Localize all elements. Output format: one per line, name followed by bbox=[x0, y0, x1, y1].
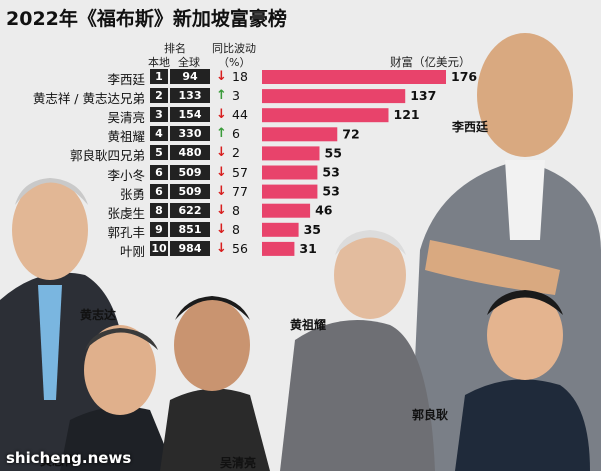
bar-value-label: 53 bbox=[322, 184, 339, 199]
bar-value-label: 53 bbox=[322, 165, 339, 180]
row-name: 郭良耿四兄弟 bbox=[69, 148, 145, 164]
up-arrow-icon: ↑ bbox=[216, 126, 227, 142]
down-arrow-icon: ↓ bbox=[216, 240, 227, 256]
portrait-guo-lianggeng bbox=[455, 290, 590, 471]
local-rank: 8 bbox=[150, 202, 168, 218]
row-name: 郭孔丰 bbox=[107, 224, 145, 240]
bar bbox=[262, 184, 318, 199]
bar-value-label: 55 bbox=[325, 145, 342, 160]
row-name: 李小冬 bbox=[107, 167, 145, 183]
global-rank: 509 bbox=[170, 183, 210, 199]
photo-label-huang-zhida: 黄志达 bbox=[80, 308, 117, 322]
change-pct: 77 bbox=[232, 183, 248, 199]
local-rank: 9 bbox=[150, 221, 168, 237]
down-arrow-icon: ↓ bbox=[216, 202, 227, 218]
down-arrow-icon: ↓ bbox=[216, 183, 227, 199]
bar-value-label: 31 bbox=[299, 241, 316, 256]
change-pct: 8 bbox=[232, 221, 240, 237]
bar bbox=[262, 89, 406, 104]
change-pct: 3 bbox=[232, 88, 240, 104]
global-rank: 622 bbox=[170, 202, 210, 218]
global-rank: 851 bbox=[170, 221, 210, 237]
global-rank: 330 bbox=[170, 126, 210, 142]
row-name: 叶刚 bbox=[119, 243, 145, 259]
bar bbox=[262, 222, 299, 237]
change-pct: 56 bbox=[232, 240, 248, 256]
global-rank: 984 bbox=[170, 240, 210, 256]
local-rank: 4 bbox=[150, 126, 168, 142]
bar bbox=[262, 70, 446, 84]
bar bbox=[262, 203, 311, 218]
global-rank: 94 bbox=[170, 69, 210, 84]
global-rank: 133 bbox=[170, 88, 210, 104]
local-rank: 10 bbox=[150, 240, 168, 256]
row-name: 吴清亮 bbox=[107, 110, 145, 126]
photo-label-huang-zhixiang: 黄志祥 bbox=[40, 454, 77, 468]
local-rank: 1 bbox=[150, 69, 168, 84]
header-wealth: 财富（亿美元） bbox=[390, 55, 471, 69]
photo-label-li-xiting: 李西廷 bbox=[452, 120, 489, 134]
up-arrow-icon: ↑ bbox=[216, 88, 227, 104]
bar-value-label: 35 bbox=[304, 222, 321, 237]
down-arrow-icon: ↓ bbox=[216, 69, 227, 84]
down-arrow-icon: ↓ bbox=[216, 221, 227, 237]
change-pct: 57 bbox=[232, 164, 248, 180]
bar bbox=[262, 146, 320, 161]
change-pct: 44 bbox=[232, 107, 248, 123]
global-rank: 509 bbox=[170, 164, 210, 180]
header-change: 同比波动 bbox=[212, 42, 256, 55]
down-arrow-icon: ↓ bbox=[216, 145, 227, 161]
portrait-huang-zhixiang bbox=[60, 325, 175, 471]
change-pct: 2 bbox=[232, 145, 240, 161]
bar-value-label: 176 bbox=[451, 69, 477, 84]
change-pct: 6 bbox=[232, 126, 240, 142]
bar bbox=[262, 127, 338, 142]
bar-value-label: 46 bbox=[315, 203, 333, 218]
change-pct: 8 bbox=[232, 202, 240, 218]
row-name: 张虔生 bbox=[107, 205, 145, 221]
bar-value-label: 72 bbox=[342, 126, 359, 141]
local-rank: 2 bbox=[150, 88, 168, 104]
bar-value-label: 121 bbox=[394, 107, 420, 122]
watermark: shicheng.news bbox=[6, 449, 132, 467]
down-arrow-icon: ↓ bbox=[216, 164, 227, 180]
change-pct: 18 bbox=[232, 69, 248, 84]
header-local: 本地 bbox=[148, 56, 170, 69]
photo-label-wu-qingliang: 吴清亮 bbox=[220, 456, 257, 470]
portrait-huang-zuyao bbox=[280, 230, 435, 471]
row-name: 李西廷 bbox=[107, 72, 145, 87]
bar bbox=[262, 241, 295, 256]
header-rank: 排名 bbox=[164, 42, 186, 55]
global-rank: 154 bbox=[170, 107, 210, 123]
bar bbox=[262, 108, 389, 123]
global-rank: 480 bbox=[170, 145, 210, 161]
row-name: 黄志祥 / 黄志达兄弟 bbox=[32, 91, 145, 107]
row-name: 黄祖耀 bbox=[107, 129, 145, 145]
local-rank: 3 bbox=[150, 107, 168, 123]
local-rank: 6 bbox=[150, 183, 168, 199]
photo-label-huang-zuyao: 黄祖耀 bbox=[290, 318, 327, 332]
down-arrow-icon: ↓ bbox=[216, 107, 227, 123]
photo-label-guo-lianggeng: 郭良耿 bbox=[412, 408, 449, 422]
portrait-wu-qingliang bbox=[160, 296, 270, 471]
header-global: 全球 bbox=[178, 56, 200, 69]
header-change-unit: （%） bbox=[218, 56, 251, 69]
local-rank: 6 bbox=[150, 164, 168, 180]
bar bbox=[262, 165, 318, 180]
local-rank: 5 bbox=[150, 145, 168, 161]
bar-value-label: 137 bbox=[410, 88, 436, 103]
row-name: 张勇 bbox=[119, 186, 145, 202]
chart-title: 2022年《福布斯》新加坡富豪榜 bbox=[6, 8, 287, 30]
